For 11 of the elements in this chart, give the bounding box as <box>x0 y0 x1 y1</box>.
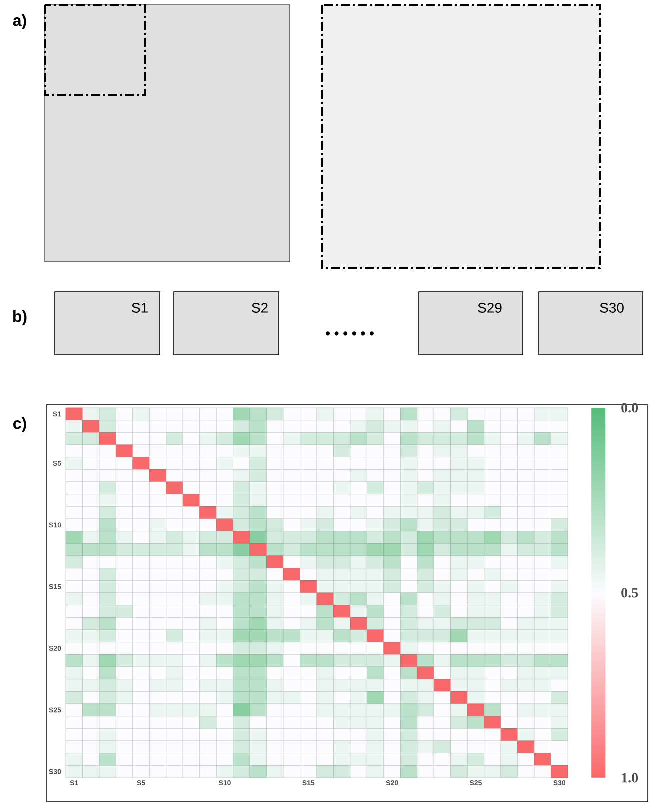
text: S29 <box>478 303 502 313</box>
text: S1 <box>132 303 148 313</box>
text: S2 <box>252 303 268 313</box>
text: c) <box>14 418 26 432</box>
color-bar-label: 1.0 <box>622 773 638 783</box>
color-bar-label: 0.5 <box>622 588 638 598</box>
text: S30 <box>600 303 624 313</box>
text: b) <box>14 310 27 326</box>
text: a) <box>13 14 26 30</box>
text: • • • • • • <box>326 332 374 336</box>
color-bar-label: 0.0 <box>622 403 638 413</box>
